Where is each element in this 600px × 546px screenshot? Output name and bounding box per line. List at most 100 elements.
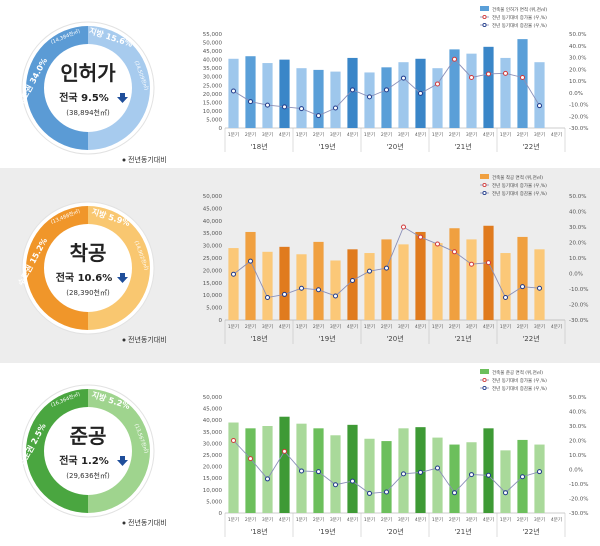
rate-point-change xyxy=(299,106,304,112)
category-label: 2분기 xyxy=(517,131,528,138)
category-label: 4분기 xyxy=(483,131,494,138)
category-label: 3분기 xyxy=(466,323,477,330)
category-label: 3분기 xyxy=(398,131,409,138)
category-label: 2분기 xyxy=(313,323,324,330)
bar xyxy=(262,426,273,513)
right-tick-label: -30.0% xyxy=(569,511,588,517)
donut-metro-arc xyxy=(26,389,89,513)
bar xyxy=(313,241,324,320)
rate-point-change xyxy=(231,88,236,94)
year-label: '21년 xyxy=(454,142,471,151)
bar xyxy=(296,423,307,513)
bar xyxy=(466,53,477,129)
category-label: 4분기 xyxy=(483,323,494,330)
left-tick-label: 35,000 xyxy=(203,430,223,436)
right-tick-label: 20.0% xyxy=(569,439,586,445)
left-tick-label: 55,000 xyxy=(203,32,223,38)
left-tick-label: 5,000 xyxy=(206,306,222,312)
left-tick-label: 10,000 xyxy=(203,109,223,115)
right-tick-label: 20.0% xyxy=(569,241,586,247)
legend-swatch-bar xyxy=(480,174,489,179)
note-bullet-icon xyxy=(122,521,126,525)
year-label: '18년 xyxy=(250,334,267,343)
donut-national-sub: (38,894천㎡) xyxy=(66,108,110,117)
category-label: 4분기 xyxy=(483,516,494,523)
legend-swatch-change xyxy=(482,190,487,196)
legend-label: 전년 동기대비 증가율 (우,%) xyxy=(492,377,547,384)
bar xyxy=(449,228,460,320)
bar xyxy=(517,236,528,320)
rate-point-increase xyxy=(486,71,491,77)
donut-metro-arc xyxy=(26,206,89,330)
year-label: '19년 xyxy=(318,334,335,343)
bar xyxy=(330,260,341,320)
category-label: 2분기 xyxy=(245,516,256,523)
rate-point-increase xyxy=(248,456,253,462)
rate-point-change xyxy=(265,295,270,301)
year-label: '20년 xyxy=(386,334,403,343)
right-tick-label: -20.0% xyxy=(569,303,588,309)
left-tick-label: 5,000 xyxy=(206,117,222,123)
right-tick-label: 40.0% xyxy=(569,410,586,416)
donut-center xyxy=(46,46,130,130)
category-label: 1분기 xyxy=(432,323,443,330)
category-label: 2분기 xyxy=(449,516,460,523)
rate-point-increase xyxy=(503,70,508,76)
donut-title: 착공 xyxy=(70,241,107,265)
rate-point-change xyxy=(401,75,406,81)
year-label: '18년 xyxy=(250,527,267,536)
left-tick-label: 30,000 xyxy=(203,441,223,447)
bar xyxy=(347,249,358,320)
bar xyxy=(483,46,494,129)
bar xyxy=(245,428,256,513)
panel-start: 착공 전국 10.6% (28,390천㎡) 수도권 15.2% (13,488천㎡) 지… xyxy=(0,168,600,363)
rate-point-change xyxy=(452,490,457,496)
left-tick-label: 15,000 xyxy=(203,476,223,482)
bar xyxy=(398,62,409,129)
category-label: 1분기 xyxy=(364,516,375,523)
left-tick-label: 45,000 xyxy=(203,206,223,212)
bar xyxy=(432,68,443,128)
left-tick-label: 20,000 xyxy=(203,268,223,274)
bar xyxy=(483,225,494,320)
right-tick-label: 30.0% xyxy=(569,225,586,231)
bar xyxy=(364,438,375,513)
rate-point-increase xyxy=(452,249,457,255)
rate-point-change xyxy=(384,489,389,495)
left-tick-label: 45,000 xyxy=(203,49,223,55)
legend-swatch-increase xyxy=(482,14,487,20)
legend: 건축물 준공 면적 (위,천㎡)전년 동기대비 증가율 (우,%)전년 동기대비… xyxy=(480,369,547,392)
bar xyxy=(245,231,256,320)
bar xyxy=(534,444,545,513)
rate-point-change xyxy=(520,284,525,290)
category-label: 1분기 xyxy=(228,131,239,138)
rate-point-change xyxy=(333,482,338,488)
rate-point-change xyxy=(333,293,338,299)
category-label: 3분기 xyxy=(398,323,409,330)
left-tick-label: 0 xyxy=(219,126,223,132)
legend-swatch-bar xyxy=(480,6,489,11)
bar xyxy=(432,437,443,513)
bar xyxy=(262,63,273,128)
rate-point-change xyxy=(350,277,355,283)
rate-point-change xyxy=(316,469,321,475)
left-tick-label: 40,000 xyxy=(203,58,223,64)
rate-point-increase xyxy=(486,260,491,266)
down-arrow-icon xyxy=(117,273,128,283)
legend-swatch-increase xyxy=(482,377,487,383)
right-tick-label: -20.0% xyxy=(569,114,588,120)
year-label: '22년 xyxy=(522,334,539,343)
rate-point-increase xyxy=(520,74,525,80)
rate-point-increase xyxy=(282,448,287,454)
bar xyxy=(330,435,341,513)
bar xyxy=(347,424,358,513)
bar xyxy=(466,239,477,320)
year-label: '19년 xyxy=(318,142,335,151)
bar xyxy=(313,69,324,128)
category-label: 4분기 xyxy=(279,516,290,523)
bar xyxy=(500,450,511,513)
category-label: 4분기 xyxy=(415,131,426,138)
yoy-note: 전년동기대비 xyxy=(128,335,167,344)
